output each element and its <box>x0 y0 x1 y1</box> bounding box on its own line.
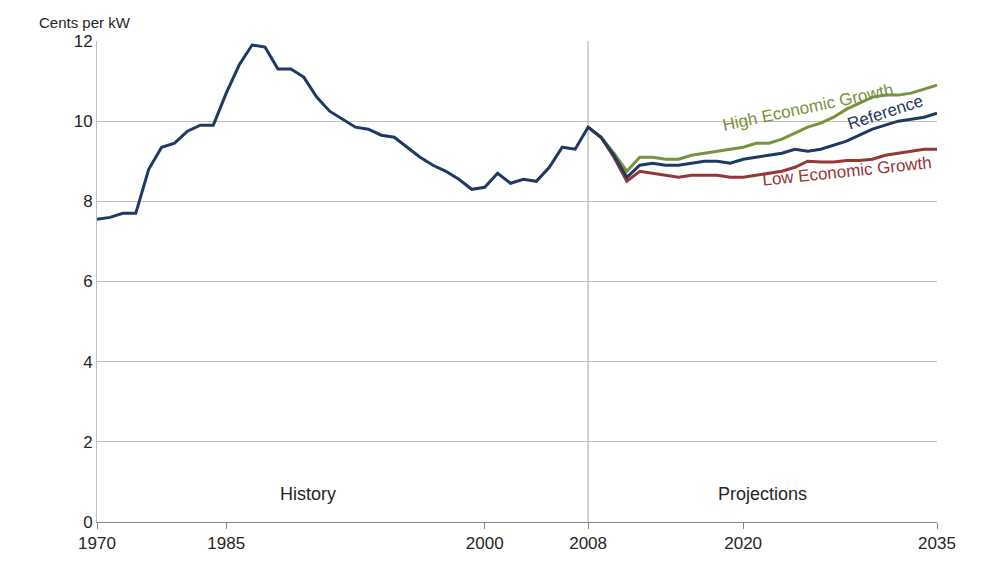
svg-text:1985: 1985 <box>207 534 245 553</box>
svg-text:High Economic Growth: High Economic Growth <box>721 80 895 135</box>
svg-text:2020: 2020 <box>724 534 762 553</box>
svg-text:2000: 2000 <box>466 534 504 553</box>
svg-text:2035: 2035 <box>918 534 956 553</box>
svg-text:0: 0 <box>83 513 92 532</box>
svg-text:Projections: Projections <box>718 484 807 504</box>
svg-text:6: 6 <box>83 272 92 291</box>
svg-text:Reference: Reference <box>845 91 925 133</box>
svg-text:History: History <box>280 484 336 504</box>
svg-text:Cents per kW: Cents per kW <box>39 14 131 31</box>
svg-text:12: 12 <box>74 32 93 51</box>
svg-text:2008: 2008 <box>569 534 607 553</box>
svg-text:Low Economic Growth: Low Economic Growth <box>761 153 932 190</box>
svg-text:2: 2 <box>83 433 92 452</box>
svg-text:1970: 1970 <box>78 534 116 553</box>
svg-text:8: 8 <box>83 192 92 211</box>
svg-text:4: 4 <box>83 353 92 372</box>
svg-text:10: 10 <box>74 112 93 131</box>
